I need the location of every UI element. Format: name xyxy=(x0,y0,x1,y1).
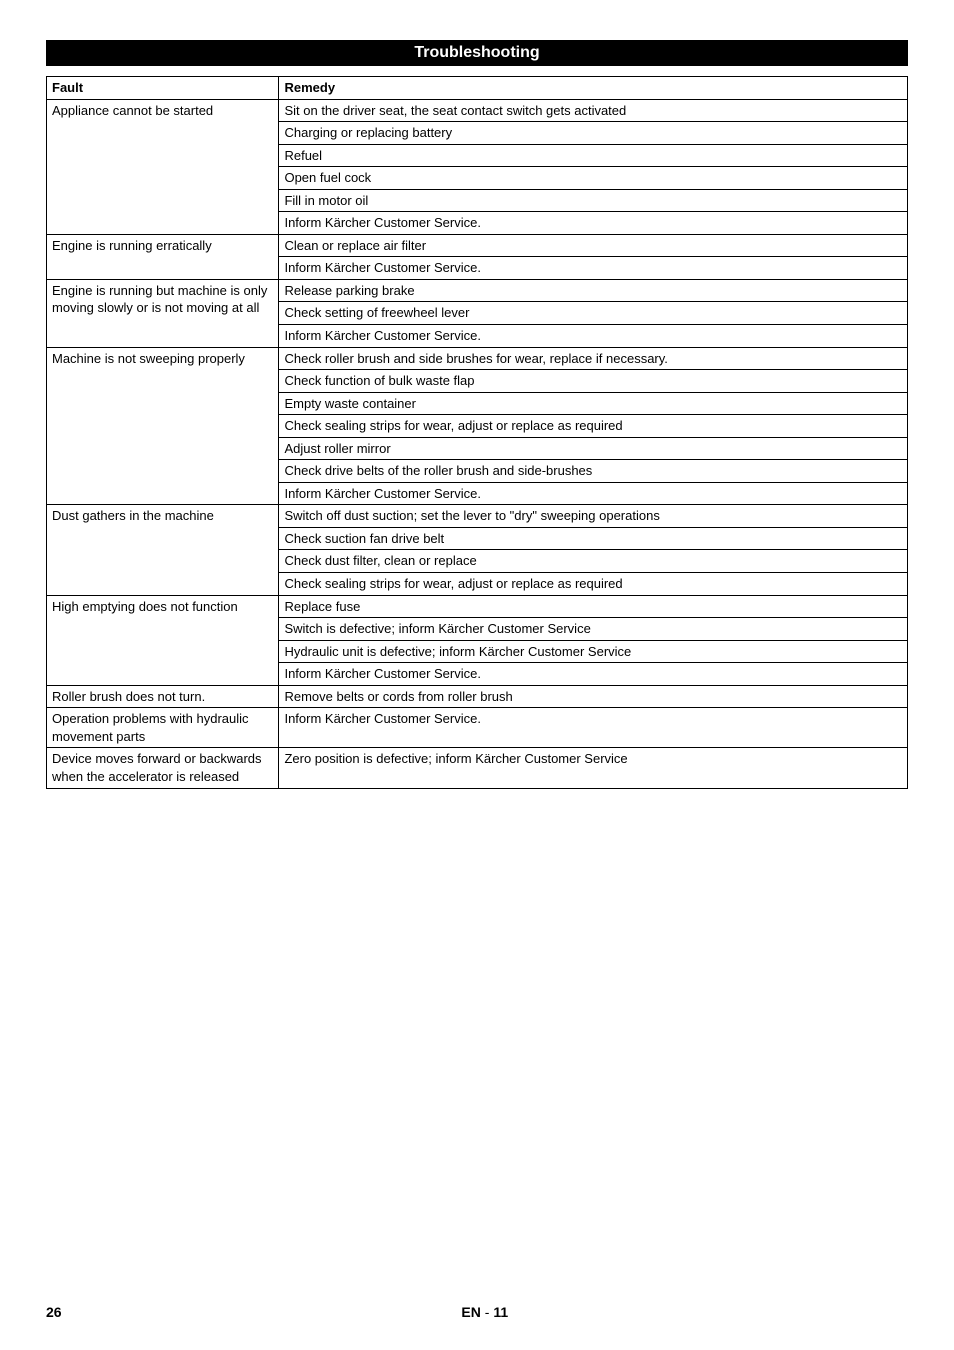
remedy-cell: Check suction fan drive belt xyxy=(279,527,908,550)
remedy-cell: Check drive belts of the roller brush an… xyxy=(279,460,908,483)
header-remedy: Remedy xyxy=(279,77,908,100)
table-row: Engine is running erraticallyClean or re… xyxy=(47,234,908,257)
remedy-cell: Check sealing strips for wear, adjust or… xyxy=(279,573,908,596)
fault-cell: Roller brush does not turn. xyxy=(47,685,279,708)
remedy-cell: Hydraulic unit is defective; inform Kärc… xyxy=(279,640,908,663)
table-row: High emptying does not functionReplace f… xyxy=(47,595,908,618)
remedy-cell: Inform Kärcher Customer Service. xyxy=(279,325,908,348)
remedy-cell: Replace fuse xyxy=(279,595,908,618)
fault-cell: Engine is running erratically xyxy=(47,234,279,279)
remedy-cell: Check function of bulk waste flap xyxy=(279,370,908,393)
remedy-cell: Empty waste container xyxy=(279,392,908,415)
remedy-cell: Inform Kärcher Customer Service. xyxy=(279,482,908,505)
remedy-cell: Check sealing strips for wear, adjust or… xyxy=(279,415,908,438)
page-number: 26 xyxy=(46,1304,62,1320)
remedy-cell: Check roller brush and side brushes for … xyxy=(279,347,908,370)
sub-page: 11 xyxy=(493,1304,508,1320)
remedy-cell: Inform Kärcher Customer Service. xyxy=(279,708,908,748)
remedy-cell: Zero position is defective; inform Kärch… xyxy=(279,748,908,788)
fault-cell: Engine is running but machine is only mo… xyxy=(47,279,279,347)
page-center: EN - 11 xyxy=(46,1304,908,1320)
troubleshooting-table: Fault Remedy Appliance cannot be started… xyxy=(46,76,908,789)
remedy-cell: Switch off dust suction; set the lever t… xyxy=(279,505,908,528)
remedy-cell: Inform Kärcher Customer Service. xyxy=(279,257,908,280)
fault-cell: Operation problems with hydraulic moveme… xyxy=(47,708,279,748)
remedy-cell: Inform Kärcher Customer Service. xyxy=(279,663,908,686)
fault-cell: Machine is not sweeping properly xyxy=(47,347,279,505)
remedy-cell: Clean or replace air filter xyxy=(279,234,908,257)
table-row: Engine is running but machine is only mo… xyxy=(47,279,908,302)
remedy-cell: Open fuel cock xyxy=(279,167,908,190)
fault-cell: Appliance cannot be started xyxy=(47,99,279,234)
header-fault: Fault xyxy=(47,77,279,100)
remedy-cell: Refuel xyxy=(279,144,908,167)
table-row: Machine is not sweeping properlyCheck ro… xyxy=(47,347,908,370)
remedy-cell: Switch is defective; inform Kärcher Cust… xyxy=(279,618,908,641)
table-row: Appliance cannot be startedSit on the dr… xyxy=(47,99,908,122)
fault-cell: Device moves forward or backwards when t… xyxy=(47,748,279,788)
table-body: Appliance cannot be startedSit on the dr… xyxy=(47,99,908,788)
remedy-cell: Check setting of freewheel lever xyxy=(279,302,908,325)
table-row: Dust gathers in the machineSwitch off du… xyxy=(47,505,908,528)
fault-cell: Dust gathers in the machine xyxy=(47,505,279,595)
section-title: Troubleshooting xyxy=(46,40,908,66)
table-row: Operation problems with hydraulic moveme… xyxy=(47,708,908,748)
table-row: Device moves forward or backwards when t… xyxy=(47,748,908,788)
remedy-cell: Remove belts or cords from roller brush xyxy=(279,685,908,708)
fault-cell: High emptying does not function xyxy=(47,595,279,685)
page-footer: 26 EN - 11 xyxy=(46,1304,908,1320)
remedy-cell: Charging or replacing battery xyxy=(279,122,908,145)
remedy-cell: Inform Kärcher Customer Service. xyxy=(279,212,908,235)
remedy-cell: Release parking brake xyxy=(279,279,908,302)
remedy-cell: Fill in motor oil xyxy=(279,189,908,212)
remedy-cell: Sit on the driver seat, the seat contact… xyxy=(279,99,908,122)
table-row: Roller brush does not turn.Remove belts … xyxy=(47,685,908,708)
remedy-cell: Check dust filter, clean or replace xyxy=(279,550,908,573)
lang-code: EN xyxy=(461,1304,480,1320)
page-sep: - xyxy=(481,1304,493,1320)
remedy-cell: Adjust roller mirror xyxy=(279,437,908,460)
